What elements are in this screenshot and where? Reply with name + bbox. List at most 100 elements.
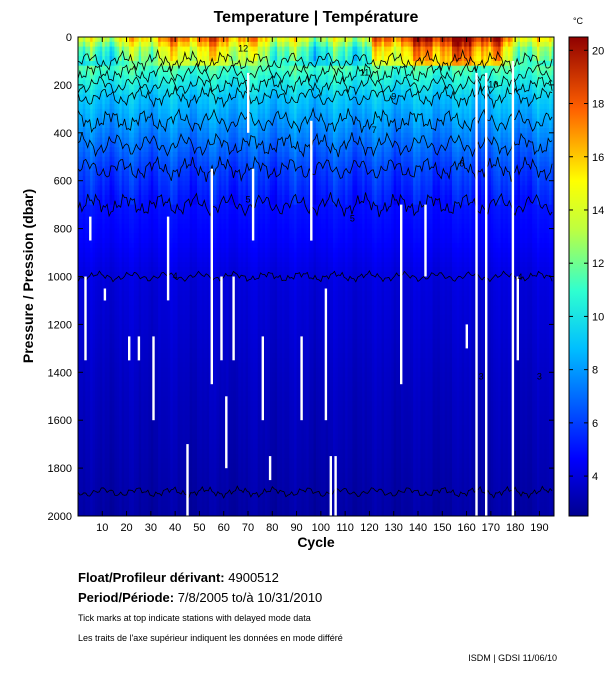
heat-cell <box>99 199 103 206</box>
heat-cell <box>141 46 145 52</box>
heat-cell <box>85 468 89 474</box>
heat-cell <box>102 319 106 325</box>
heat-cell <box>148 219 152 225</box>
heat-cell <box>150 233 154 239</box>
heat-cell <box>95 482 99 488</box>
heat-cell <box>165 506 169 512</box>
heat-cell <box>124 199 128 206</box>
heat-cell <box>95 262 99 268</box>
heat-cell <box>148 276 152 282</box>
heat-cell <box>197 252 201 258</box>
heat-cell <box>184 439 188 445</box>
heat-cell <box>187 396 191 402</box>
heat-cell <box>148 156 152 163</box>
heat-cell <box>92 41 96 48</box>
heat-cell <box>99 372 103 378</box>
heat-cell <box>163 386 167 393</box>
heat-cell <box>102 156 106 163</box>
heat-cell <box>78 175 82 182</box>
heat-cell <box>133 415 137 421</box>
heat-cell <box>155 372 159 378</box>
heat-cell <box>148 290 152 297</box>
heat-cell <box>180 286 184 292</box>
heat-cell <box>184 348 188 354</box>
heat-cell <box>78 290 82 297</box>
heat-cell <box>141 492 145 498</box>
heat-cell <box>136 429 140 436</box>
heat-cell <box>112 156 116 163</box>
heat-cell <box>92 257 96 263</box>
heat-cell <box>133 266 137 273</box>
heat-cell <box>82 75 86 81</box>
heat-cell <box>138 329 142 335</box>
heat-cell <box>116 247 120 254</box>
heat-cell <box>126 128 130 134</box>
heat-cell <box>146 209 150 215</box>
heat-cell <box>107 329 111 335</box>
heat-cell <box>80 314 84 321</box>
heat-cell <box>182 333 186 340</box>
heat-cell <box>107 233 111 239</box>
heat-cell <box>78 233 82 239</box>
heat-cell <box>158 472 162 479</box>
heat-cell <box>92 118 96 124</box>
heat-cell <box>182 424 186 431</box>
heat-cell <box>133 343 137 349</box>
heat-cell <box>126 89 130 96</box>
heat-cell <box>109 477 113 484</box>
heat-cell <box>90 118 94 124</box>
heat-cell <box>114 257 118 263</box>
heat-cell <box>184 190 188 196</box>
heat-cell <box>146 123 150 129</box>
heat-cell <box>197 477 201 484</box>
heat-cell <box>143 391 147 397</box>
heat-cell <box>172 381 176 388</box>
heat-cell <box>189 386 193 393</box>
heat-cell <box>187 310 191 316</box>
heat-cell <box>167 487 171 493</box>
heat-cell <box>104 463 108 469</box>
heat-cell <box>165 324 169 330</box>
heat-cell <box>90 151 94 158</box>
heat-cell <box>165 84 169 91</box>
heat-cell <box>160 108 164 115</box>
heat-cell <box>146 434 150 440</box>
heat-cell <box>184 372 188 378</box>
heat-cell <box>104 468 108 474</box>
heat-cell <box>194 439 198 445</box>
heat-cell <box>170 266 174 273</box>
heat-cell <box>126 228 130 234</box>
heat-cell <box>172 41 176 48</box>
heat-cell <box>165 171 169 177</box>
heat-cell <box>107 84 111 91</box>
heat-cell <box>184 204 188 211</box>
heat-cell <box>143 463 147 469</box>
heat-cell <box>175 501 179 508</box>
heat-cell <box>143 89 147 96</box>
heat-cell <box>155 252 159 258</box>
heat-cell <box>184 41 188 48</box>
heat-cell <box>80 108 84 115</box>
heat-cell <box>90 156 94 163</box>
heat-cell <box>165 501 169 508</box>
heat-cell <box>141 386 145 393</box>
heat-cell <box>109 391 113 397</box>
heat-cell <box>163 482 167 488</box>
heat-cell <box>165 415 169 421</box>
heat-cell <box>165 51 169 57</box>
heat-cell <box>129 219 133 225</box>
heat-cell <box>107 511 111 516</box>
heat-cell <box>184 295 188 302</box>
heat-cell <box>184 424 188 431</box>
heat-cell <box>116 300 120 306</box>
heat-cell <box>109 286 113 292</box>
heat-cell <box>97 99 101 105</box>
heat-cell <box>155 357 159 364</box>
heat-cell <box>78 262 82 268</box>
heat-cell <box>189 128 193 134</box>
heat-cell <box>194 104 198 110</box>
heat-cell <box>148 46 152 52</box>
heat-cell <box>99 295 103 302</box>
heat-cell <box>112 118 116 124</box>
heat-cell <box>146 204 150 211</box>
